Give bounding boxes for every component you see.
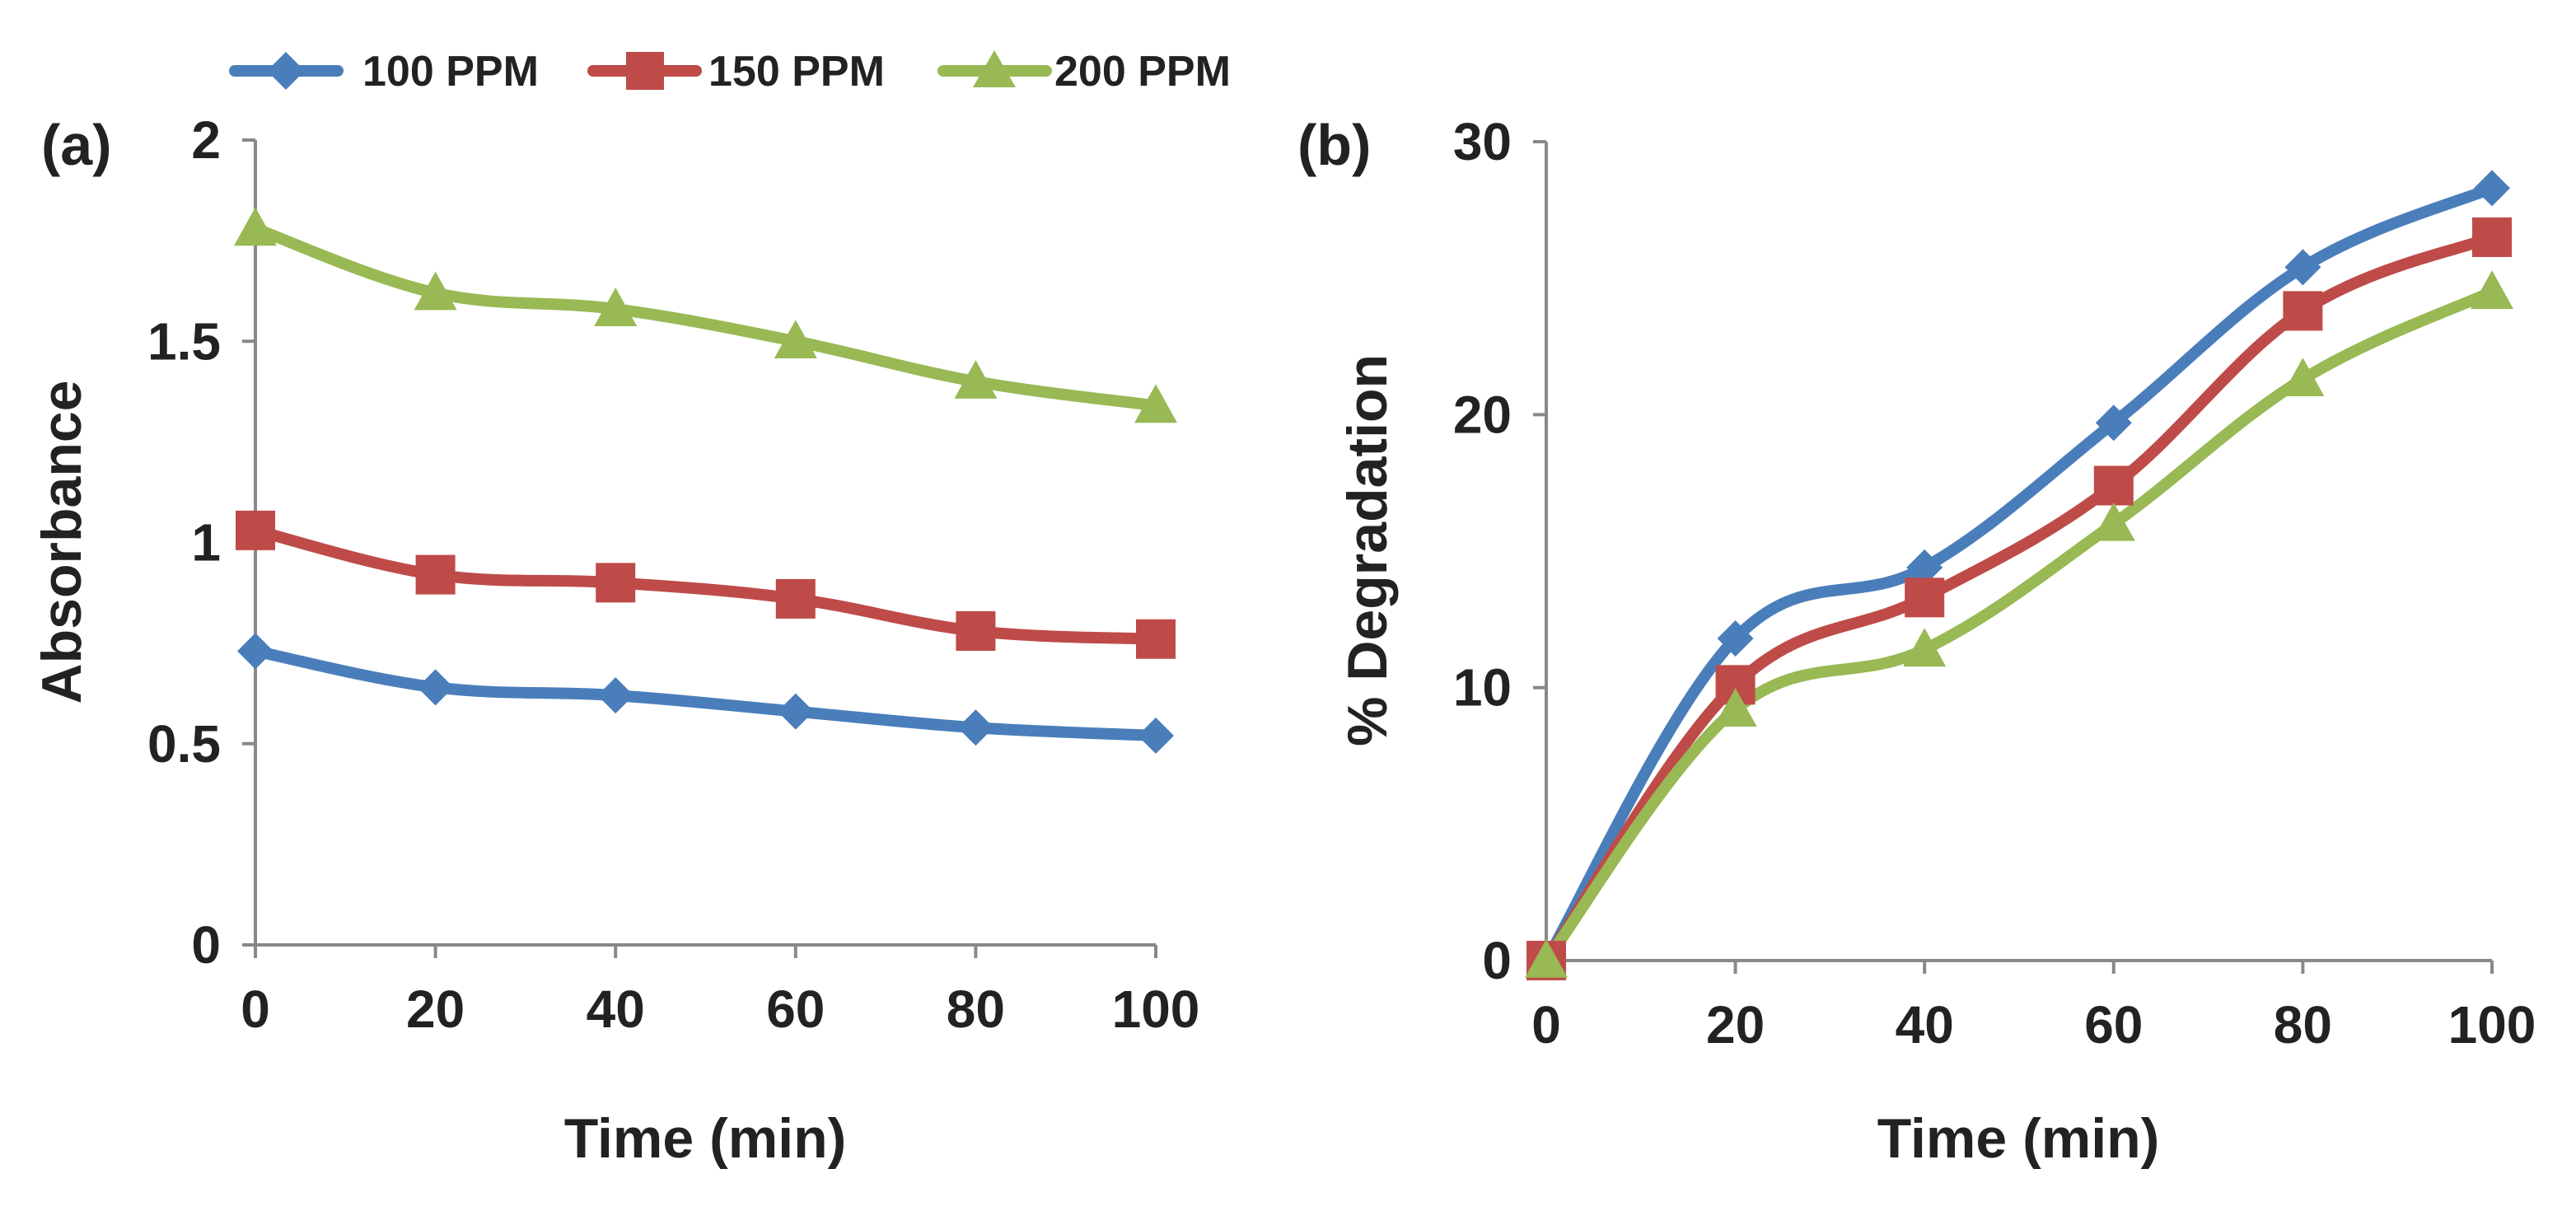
panel-b: (b) 0 10 20 30 0 20 40 60 80 100 Time (min) % Deg… bbox=[1297, 112, 2536, 1170]
panel-b-point-200-ppm-2 bbox=[1903, 628, 1947, 667]
panel-a-series-line-150-ppm bbox=[250, 524, 1162, 645]
panel-b-point-100-ppm-3 bbox=[2095, 404, 2132, 442]
legend-marker-100-ppm bbox=[267, 52, 305, 90]
panel-a-point-150-ppm-1 bbox=[415, 554, 456, 595]
panel-a-point-200-ppm-2 bbox=[594, 288, 638, 326]
panel-b-x-tick-label-1: 20 bbox=[1706, 995, 1765, 1054]
panel-a-point-200-ppm-1 bbox=[414, 271, 457, 311]
panel-b-point-150-ppm-5 bbox=[2472, 217, 2512, 257]
panel-b-point-150-ppm-2 bbox=[1905, 577, 1945, 618]
panel-a-x-tick-label-3: 60 bbox=[766, 980, 825, 1039]
panel-a-y-tick-label-4: 2 bbox=[191, 110, 221, 170]
panel-b-point-100-ppm-5 bbox=[2474, 170, 2510, 207]
panel-b-y-tick-label-3: 30 bbox=[1453, 112, 1512, 171]
panel-b-ticks: 0 10 20 30 0 20 40 60 80 100 bbox=[1453, 112, 2536, 1054]
panel-a-point-100-ppm-4 bbox=[957, 709, 994, 746]
panel-b-x-tick-label-3: 60 bbox=[2084, 995, 2143, 1054]
panel-b-x-tick-label-0: 0 bbox=[1531, 995, 1561, 1054]
legend-marker-200-ppm bbox=[973, 50, 1016, 87]
panel-b-point-150-ppm-4 bbox=[2283, 291, 2323, 331]
panel-a-point-150-ppm-2 bbox=[596, 563, 636, 603]
panel-a-x-tick-label-4: 80 bbox=[947, 980, 1005, 1039]
panel-a-y-tick-label-1: 0.5 bbox=[147, 714, 221, 774]
panel-b-series bbox=[1525, 170, 2513, 980]
panel-a-point-150-ppm-4 bbox=[956, 610, 996, 651]
panel-a-point-150-ppm-3 bbox=[775, 578, 816, 619]
panel-a-y-tick-label-3: 1.5 bbox=[147, 311, 221, 371]
legend-label-200-ppm: 200 PPM bbox=[1054, 48, 1231, 96]
legend-item-150-ppm: 150 PPM bbox=[587, 48, 885, 96]
panel-b-y-tick-label-2: 20 bbox=[1453, 385, 1512, 444]
legend: 100 PPM 150 PPM 200 PPM bbox=[229, 48, 1231, 96]
panel-a-x-tick-label-1: 20 bbox=[406, 980, 465, 1039]
panel-b-point-150-ppm-3 bbox=[2093, 465, 2134, 506]
panel-b-y-axis-title: % Degradation bbox=[1336, 354, 1399, 746]
panel-a-series bbox=[234, 207, 1177, 754]
panel-a-x-tick-label-2: 40 bbox=[587, 980, 645, 1039]
panel-a-point-100-ppm-2 bbox=[597, 677, 634, 714]
panel-b-x-tick-label-5: 100 bbox=[2448, 995, 2536, 1054]
panel-a-label: (a) bbox=[41, 113, 112, 177]
panel-b-point-100-ppm-1 bbox=[1717, 620, 1754, 657]
panel-b-point-200-ppm-5 bbox=[2471, 270, 2513, 310]
panel-a-point-100-ppm-1 bbox=[417, 669, 454, 706]
panel-b-point-200-ppm-1 bbox=[1713, 688, 1757, 727]
panel-a-point-100-ppm-5 bbox=[1138, 717, 1174, 754]
legend-marker-150-ppm bbox=[626, 52, 664, 90]
panel-a-y-tick-label-2: 1 bbox=[191, 513, 221, 573]
panel-a-ticks: 00.511.520 20 40 60 80 100 bbox=[147, 110, 1199, 1039]
panel-b-point-200-ppm-4 bbox=[2281, 358, 2325, 397]
panel-a-point-150-ppm-0 bbox=[236, 510, 275, 550]
legend-item-100-ppm: 100 PPM bbox=[229, 48, 539, 96]
panel-b-x-tick-label-4: 80 bbox=[2274, 995, 2332, 1054]
legend-label-150-ppm: 150 PPM bbox=[708, 48, 885, 96]
panel-a: (a) 00.511.520 20 40 60 80 100 Time (min) Abs… bbox=[30, 110, 1199, 1170]
panel-a-y-tick-label-0: 0 bbox=[191, 915, 221, 975]
panel-b-y-tick-label-0: 0 bbox=[1482, 931, 1512, 990]
panel-a-series-line-100-ppm bbox=[250, 645, 1162, 741]
panel-a-point-200-ppm-3 bbox=[774, 320, 817, 359]
panel-a-x-axis-title: Time (min) bbox=[564, 1107, 847, 1170]
panel-b-point-200-ppm-0 bbox=[1525, 939, 1568, 978]
panel-a-x-tick-label-5: 100 bbox=[1112, 980, 1200, 1039]
panel-b-y-tick-label-1: 10 bbox=[1453, 658, 1512, 718]
panel-a-point-200-ppm-4 bbox=[954, 360, 998, 399]
panel-b-x-axis-title: Time (min) bbox=[1877, 1107, 2160, 1170]
panel-b-point-100-ppm-2 bbox=[1906, 549, 1943, 586]
panel-b-x-tick-label-2: 40 bbox=[1896, 995, 1954, 1054]
legend-label-100-ppm: 100 PPM bbox=[362, 48, 539, 96]
panel-a-x-tick-label-0: 0 bbox=[241, 980, 270, 1039]
panel-a-y-axis-title: Absorbance bbox=[30, 381, 93, 704]
panel-a-point-200-ppm-5 bbox=[1134, 384, 1177, 423]
panel-b-label: (b) bbox=[1297, 113, 1371, 177]
panel-a-series-line-200-ppm bbox=[250, 222, 1162, 412]
panel-a-point-200-ppm-0 bbox=[234, 207, 277, 246]
panel-a-point-100-ppm-3 bbox=[777, 693, 814, 730]
panel-b-point-200-ppm-3 bbox=[2092, 502, 2135, 541]
panel-a-point-150-ppm-5 bbox=[1136, 619, 1176, 659]
panel-b-point-100-ppm-4 bbox=[2284, 249, 2321, 286]
panel-a-point-100-ppm-0 bbox=[237, 633, 273, 670]
legend-item-200-ppm: 200 PPM bbox=[937, 48, 1231, 96]
